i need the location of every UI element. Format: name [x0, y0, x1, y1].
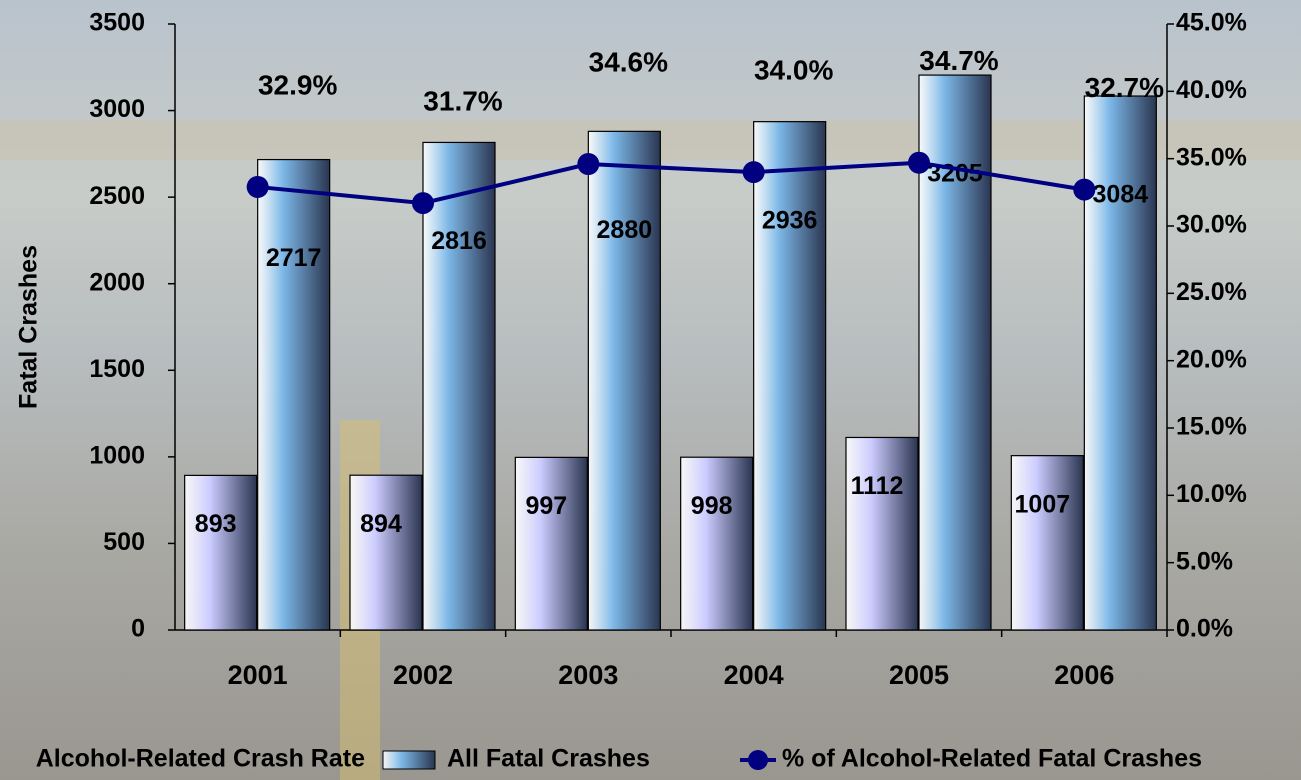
- y2-tick-label: 0.0%: [1176, 615, 1233, 643]
- data-label: 3084: [1093, 181, 1149, 209]
- data-label: 997: [525, 492, 567, 520]
- data-label: 32.9%: [258, 69, 337, 100]
- data-label: 2717: [266, 244, 322, 272]
- x-tick-label: 2004: [724, 660, 784, 690]
- y-axis-title: Fatal Crashes: [15, 245, 43, 409]
- bar: [754, 122, 826, 630]
- data-label: 34.6%: [589, 46, 668, 77]
- line-marker: [908, 152, 930, 174]
- data-label: 894: [360, 510, 402, 538]
- y-tick-label: 3500: [89, 9, 145, 37]
- chart: Fatal Crashes 0 500 1000 1500 2000 2500 3000 35…: [0, 0, 1301, 780]
- line-marker: [412, 192, 434, 214]
- legend-label: Alcohol-Related Crash Rate: [36, 745, 365, 773]
- bar: [515, 457, 587, 630]
- data-label: 893: [195, 510, 237, 538]
- x-tick-label: 2006: [1054, 660, 1114, 690]
- x-tick-label: 2003: [558, 660, 618, 690]
- bar: [1011, 456, 1083, 630]
- bar: [588, 131, 660, 630]
- data-label: 2816: [431, 227, 487, 255]
- bar: [185, 475, 257, 630]
- bar: [350, 475, 422, 630]
- y2-tick-label: 15.0%: [1176, 413, 1247, 441]
- bar: [258, 160, 330, 630]
- y-tick-label: 2000: [89, 268, 145, 296]
- data-label: 2880: [597, 216, 653, 244]
- y2-tick-label: 40.0%: [1176, 76, 1247, 104]
- x-tick-label: 2002: [393, 660, 453, 690]
- data-label: 31.7%: [423, 85, 502, 116]
- data-label: 1112: [851, 472, 904, 500]
- page: {"chart_data": {"type": "bar-line", "y_a…: [0, 0, 1301, 780]
- y2-tick-label: 35.0%: [1176, 143, 1247, 171]
- y-tick-label: 500: [103, 528, 145, 556]
- bar: [919, 75, 991, 630]
- data-label: 34.0%: [754, 55, 833, 86]
- legend-swatch: [748, 750, 768, 770]
- data-label: 2936: [762, 206, 818, 234]
- y2-tick-label: 30.0%: [1176, 211, 1247, 239]
- y-tick-label: 1000: [89, 441, 145, 469]
- y-tick-label: 2500: [89, 182, 145, 210]
- data-label: 32.7%: [1085, 72, 1164, 103]
- data-label: 1007: [1015, 490, 1071, 518]
- y2-tick-label: 25.0%: [1176, 278, 1247, 306]
- y-tick-label: 3000: [89, 95, 145, 123]
- line-marker: [247, 176, 269, 198]
- x-tick-label: 2005: [889, 660, 949, 690]
- y-tick-label: 0: [131, 615, 145, 643]
- bar: [681, 457, 753, 630]
- x-tick-label: 2001: [228, 660, 288, 690]
- bar: [423, 142, 495, 630]
- legend-swatch: [383, 751, 435, 769]
- y2-tick-label: 45.0%: [1176, 9, 1247, 37]
- line-marker: [743, 161, 765, 183]
- data-label: 998: [691, 492, 733, 520]
- line-marker: [577, 153, 599, 175]
- y2-tick-label: 10.0%: [1176, 480, 1247, 508]
- bar: [1084, 96, 1156, 630]
- legend-label: % of Alcohol-Related Fatal Crashes: [782, 745, 1202, 773]
- line-marker: [1073, 179, 1095, 201]
- legend-label: All Fatal Crashes: [447, 745, 650, 773]
- y-tick-label: 1500: [89, 355, 145, 383]
- bar: [846, 437, 918, 630]
- y2-tick-label: 20.0%: [1176, 345, 1247, 373]
- y2-tick-label: 5.0%: [1176, 547, 1233, 575]
- data-label: 34.7%: [919, 45, 998, 76]
